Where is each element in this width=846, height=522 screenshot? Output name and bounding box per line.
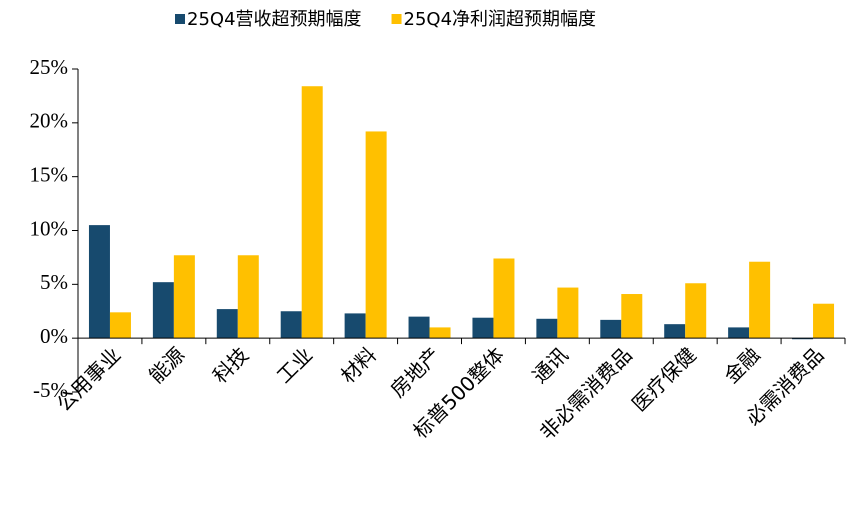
x-tick-label: 医疗保健: [627, 343, 701, 417]
bar: [728, 327, 750, 339]
bar: [408, 316, 430, 339]
bar: [280, 311, 302, 339]
bar: [472, 317, 494, 339]
bar: [344, 313, 366, 339]
x-tick-label: 能源: [144, 343, 189, 388]
bar: [237, 255, 259, 339]
bar: [173, 255, 195, 339]
y-tick-label: 15%: [30, 162, 69, 186]
bar: [216, 309, 238, 339]
bar: [813, 303, 835, 339]
bar: [301, 86, 323, 339]
x-tick-label: 科技: [208, 343, 253, 388]
x-tick-label: 通讯: [528, 343, 573, 388]
legend-label: 25Q4营收超预期幅度: [187, 9, 362, 30]
bar: [685, 283, 707, 339]
bar: [600, 319, 622, 339]
bar: [88, 225, 110, 339]
x-tick-label: 金融: [719, 343, 764, 388]
bar: [429, 327, 451, 339]
x-tick-label: 工业: [272, 343, 317, 388]
x-tick-label: 房地产: [386, 343, 445, 402]
bar: [749, 261, 771, 339]
bar: [792, 338, 814, 340]
y-tick-label: 5%: [40, 270, 68, 294]
y-tick-label: 25%: [30, 55, 69, 79]
bar: [109, 312, 131, 339]
y-tick-label: 0%: [40, 324, 68, 348]
legend-swatch: [391, 14, 402, 24]
x-tick-label: 材料: [336, 343, 381, 388]
bar: [493, 258, 515, 339]
bar: [621, 294, 643, 339]
bar: [557, 287, 579, 339]
y-tick-label: 20%: [30, 109, 69, 133]
y-tick-label: -5%: [33, 378, 68, 402]
bar: [365, 131, 387, 339]
legend-label: 25Q4净利润超预期幅度: [404, 9, 597, 30]
y-tick-label: 10%: [30, 216, 69, 240]
bar: [152, 282, 174, 339]
bar: [536, 318, 558, 339]
legend-swatch: [175, 14, 185, 24]
bar: [664, 324, 686, 339]
